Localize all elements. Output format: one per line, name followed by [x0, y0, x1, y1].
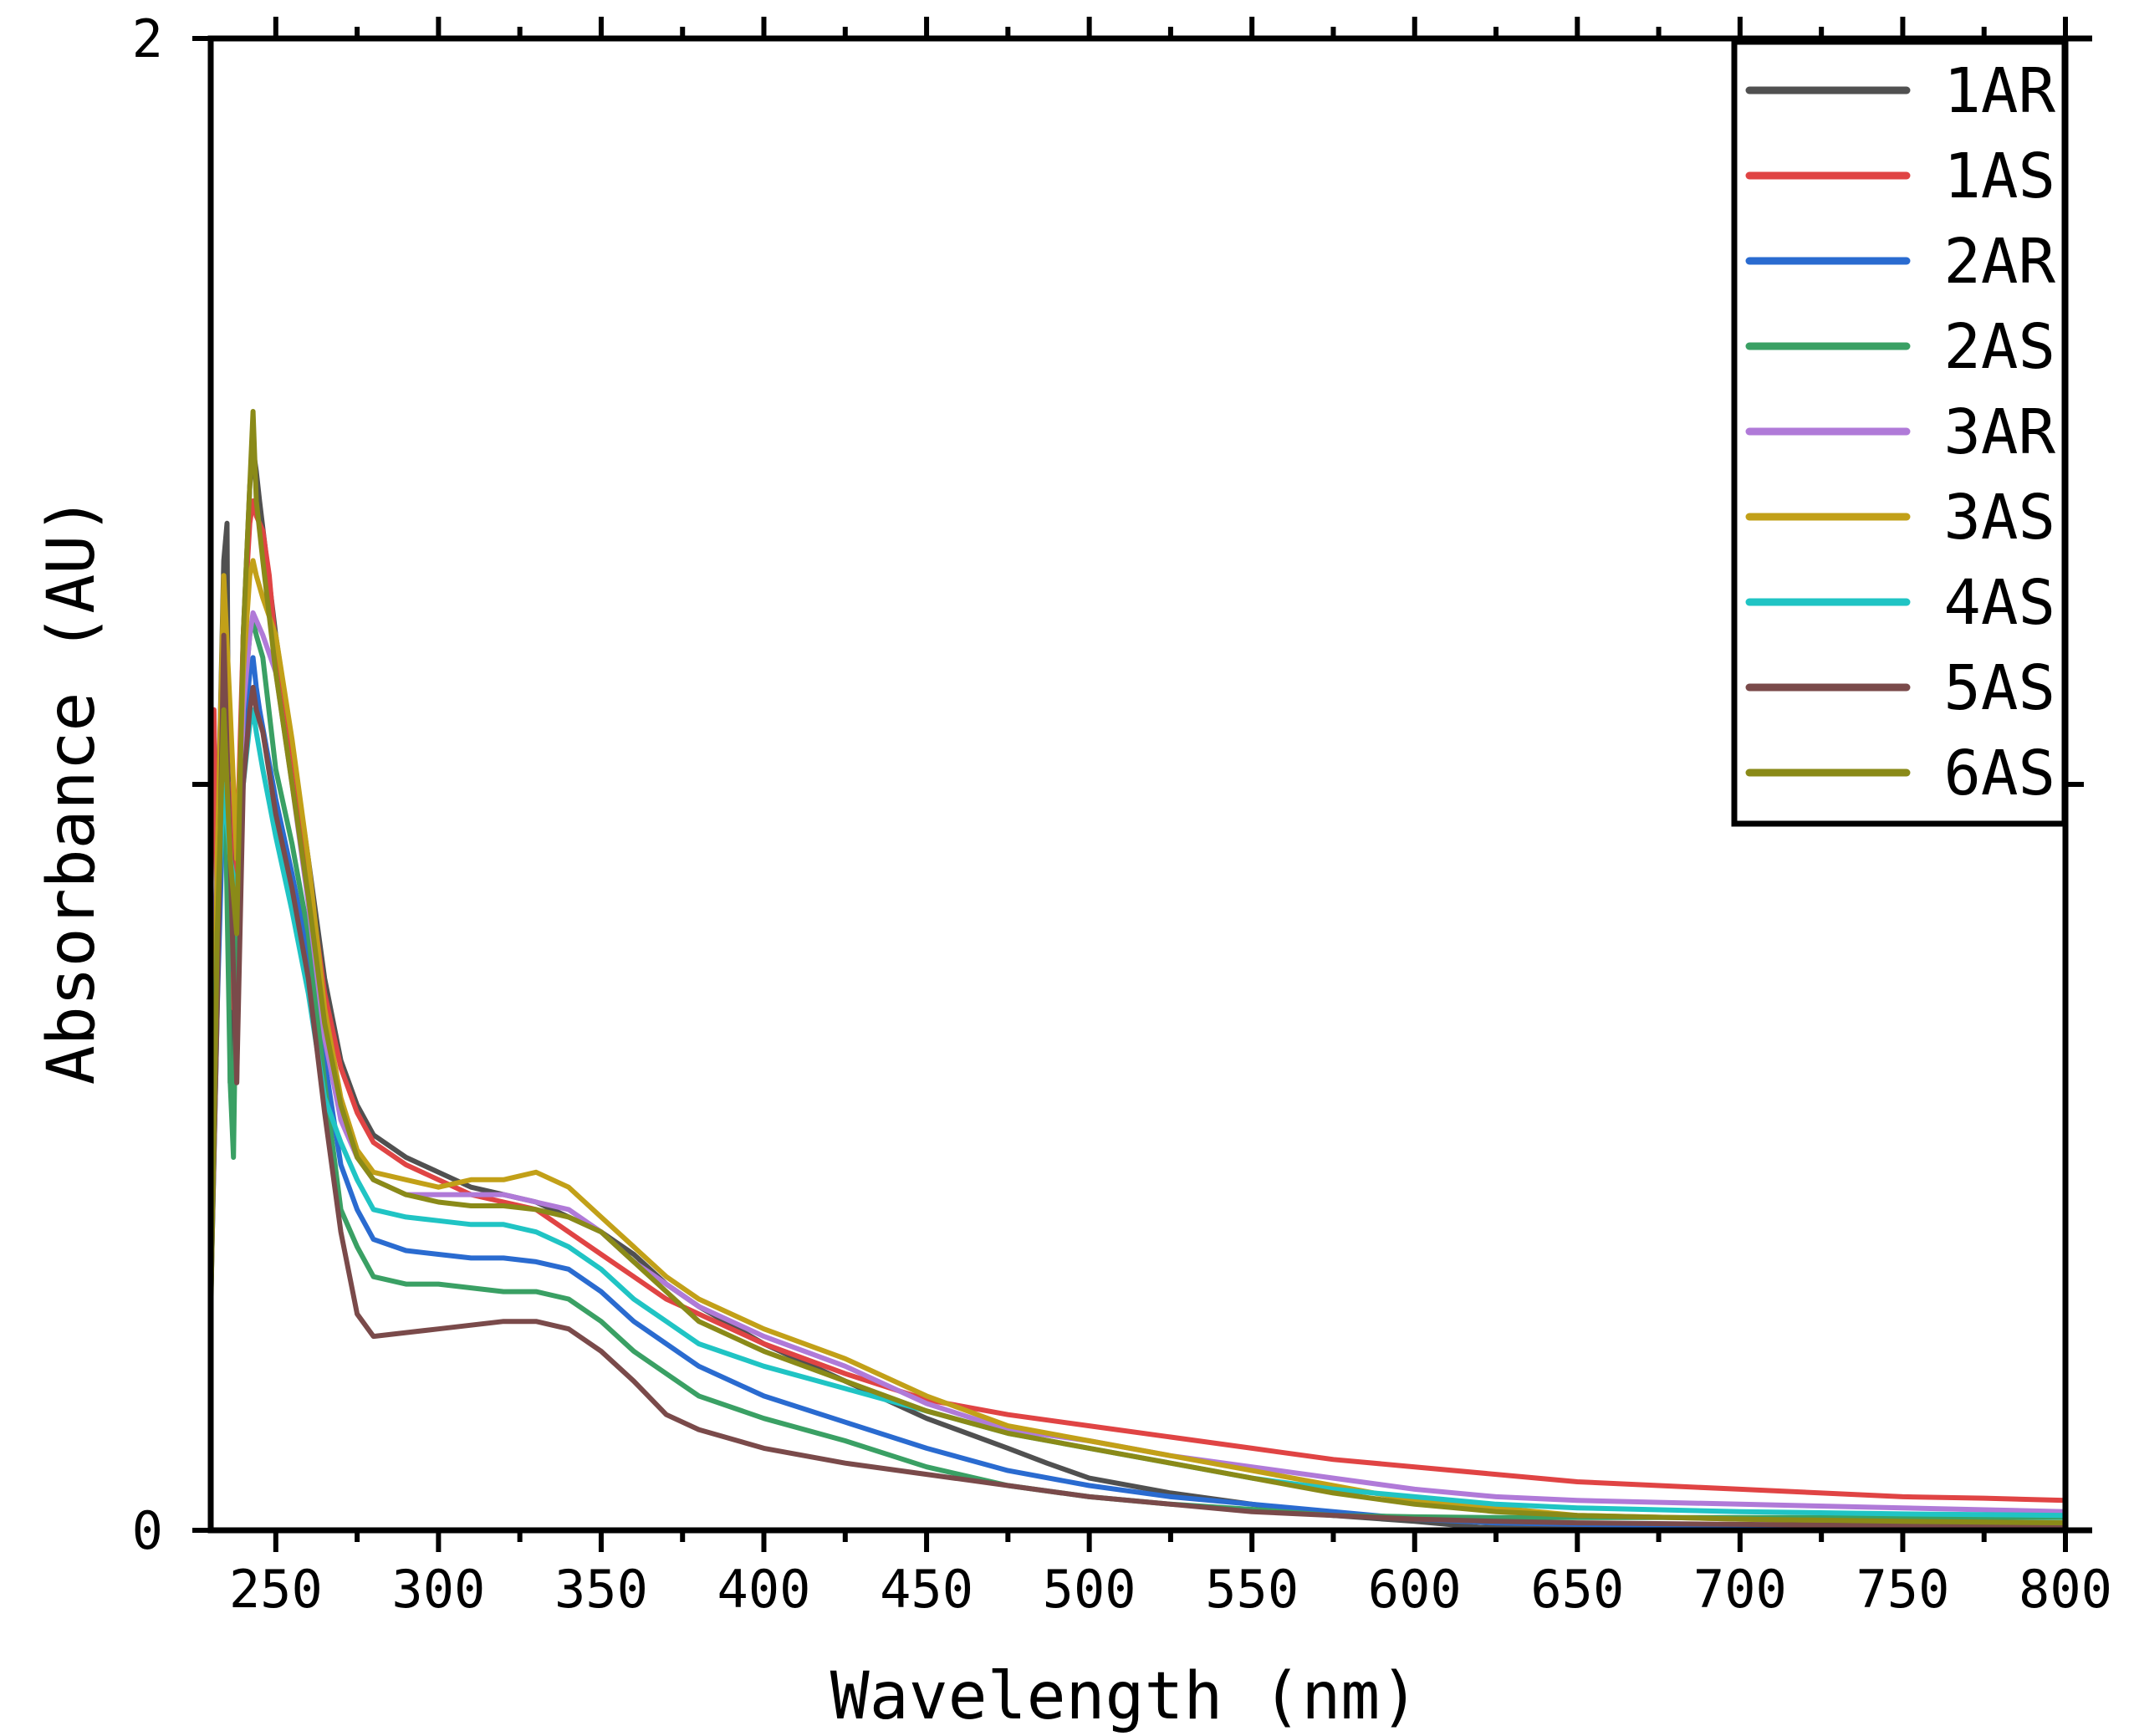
x-tick-label: 250 [229, 1559, 323, 1620]
series-line-3ar [208, 610, 2068, 1514]
x-tick-label: 550 [1205, 1559, 1299, 1620]
legend-label-6as: 6AS [1943, 738, 2055, 809]
legend: 1AR 1AS 2AR 2AS 3AR 3AS 4AS 5AS 6AS [1731, 38, 2068, 827]
legend-label-3as: 3AS [1943, 482, 2055, 554]
series-line-6as [208, 409, 2068, 1526]
x-tick-label: 450 [880, 1559, 973, 1620]
series-line-3as [208, 558, 2068, 1526]
legend-label-1as: 1AS [1943, 140, 2055, 212]
x-tick-label: 700 [1693, 1559, 1787, 1620]
legend-label-4as: 4AS [1943, 567, 2055, 639]
series-line-5as [208, 632, 2068, 1529]
x-tick-label: 300 [391, 1559, 485, 1620]
series-line-2ar [208, 655, 2068, 1529]
legend-label-2as: 2AS [1943, 311, 2055, 383]
x-tick-label: 750 [1856, 1559, 1949, 1620]
x-axis-label: Wavelength (nm) [830, 1659, 1419, 1734]
y-axis-label: Absorbance (AU) [34, 496, 110, 1085]
legend-label-3ar: 3AR [1943, 396, 2055, 468]
y-tick-label: 2 [132, 8, 163, 69]
plot-lines [208, 409, 2068, 1532]
x-tick-label: 500 [1043, 1559, 1136, 1620]
legend-label-5as: 5AS [1943, 652, 2055, 724]
x-tick-label: 600 [1368, 1559, 1462, 1620]
x-tick-label: 350 [554, 1559, 648, 1620]
x-tick-label: 800 [2019, 1559, 2112, 1620]
legend-label-2ar: 2AR [1943, 226, 2055, 298]
legend-label-1ar: 1AR [1943, 55, 2055, 127]
x-tick-label: 650 [1530, 1559, 1624, 1620]
y-tick-label: 0 [132, 1500, 163, 1561]
x-tick-label: 400 [717, 1559, 811, 1620]
